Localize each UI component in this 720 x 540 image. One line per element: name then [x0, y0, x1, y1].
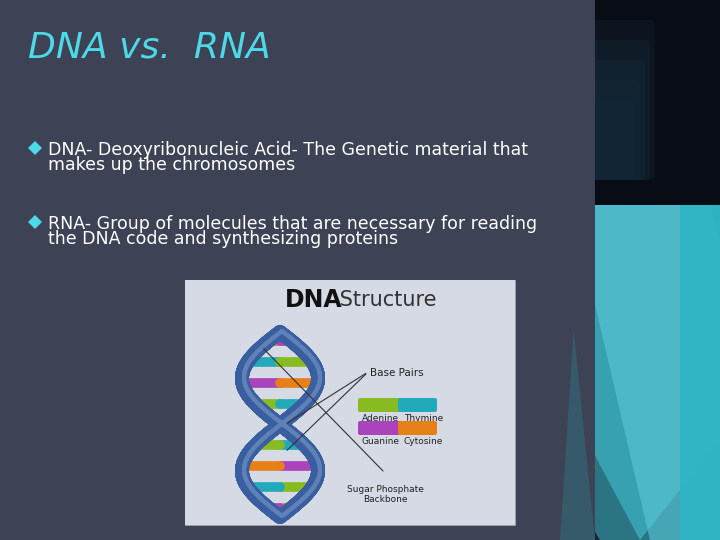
- Text: Thymine: Thymine: [404, 414, 444, 423]
- FancyBboxPatch shape: [185, 280, 515, 525]
- Text: DNA- Deoxyribonucleic Acid- The Genetic material that: DNA- Deoxyribonucleic Acid- The Genetic …: [48, 141, 528, 159]
- FancyBboxPatch shape: [445, 20, 655, 180]
- Polygon shape: [28, 141, 42, 155]
- Text: the DNA code and synthesizing proteins: the DNA code and synthesizing proteins: [48, 230, 398, 248]
- Polygon shape: [430, 0, 720, 540]
- Text: Structure: Structure: [333, 290, 436, 310]
- Polygon shape: [540, 0, 595, 540]
- Polygon shape: [560, 0, 720, 540]
- Polygon shape: [28, 215, 42, 229]
- Polygon shape: [680, 0, 720, 540]
- FancyBboxPatch shape: [420, 0, 720, 205]
- Text: makes up the chromosomes: makes up the chromosomes: [48, 156, 295, 174]
- FancyBboxPatch shape: [460, 40, 650, 180]
- Polygon shape: [540, 0, 595, 540]
- Polygon shape: [0, 0, 595, 540]
- Text: Guanine: Guanine: [362, 437, 400, 446]
- Text: Sugar Phosphate
Backbone: Sugar Phosphate Backbone: [346, 485, 423, 504]
- Polygon shape: [580, 0, 720, 540]
- Polygon shape: [480, 0, 720, 540]
- FancyBboxPatch shape: [398, 421, 437, 435]
- FancyBboxPatch shape: [475, 60, 645, 180]
- FancyBboxPatch shape: [358, 398, 432, 412]
- FancyBboxPatch shape: [0, 0, 595, 540]
- Text: Adenine: Adenine: [362, 414, 399, 423]
- Text: Base Pairs: Base Pairs: [370, 368, 423, 378]
- FancyBboxPatch shape: [185, 280, 515, 525]
- Text: DNA: DNA: [285, 288, 343, 312]
- Text: Cytosine: Cytosine: [404, 437, 444, 446]
- FancyBboxPatch shape: [358, 421, 432, 435]
- Text: DNA vs.  RNA: DNA vs. RNA: [28, 30, 271, 64]
- FancyBboxPatch shape: [398, 398, 437, 412]
- Text: RNA- Group of molecules that are necessary for reading: RNA- Group of molecules that are necessa…: [48, 215, 537, 233]
